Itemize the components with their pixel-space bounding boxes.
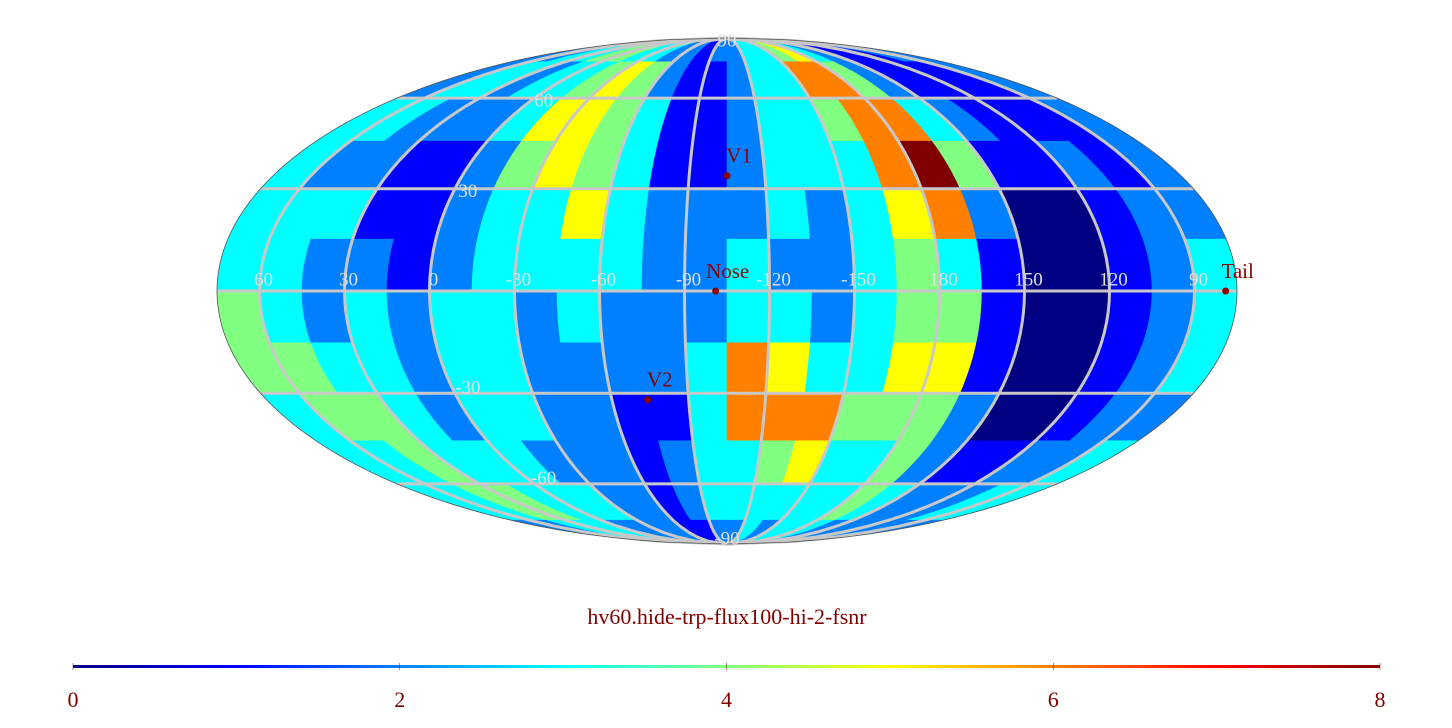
marker-label: Tail <box>1221 259 1254 283</box>
heat-cell <box>765 188 811 240</box>
heat-cell <box>471 290 520 344</box>
lon-tick-label: 180 <box>929 269 958 290</box>
heat-cell <box>685 342 728 394</box>
map-outline <box>216 37 1238 545</box>
marker <box>1222 287 1230 295</box>
lon-tick-label: -150 <box>841 269 876 290</box>
lon-tick-label: 30 <box>339 269 358 290</box>
lon-tick-label: 120 <box>1099 269 1128 290</box>
colorbar-tick-label: 0 <box>68 687 79 712</box>
marker-label: Nose <box>706 259 749 283</box>
marker-label: V1 <box>726 144 752 168</box>
heat-cell <box>643 188 689 240</box>
heat-cell <box>599 290 645 344</box>
heat-cell <box>429 290 478 344</box>
marker-label: V2 <box>647 368 673 392</box>
marker <box>712 287 720 295</box>
heat-cell <box>893 290 940 344</box>
lat-tick-label: 30 <box>458 181 477 202</box>
heat-cell <box>687 392 728 442</box>
lon-tick-label: -90 <box>676 269 701 290</box>
lon-tick-label: 60 <box>254 269 273 290</box>
lon-tick-label: -30 <box>506 269 531 290</box>
marker <box>644 396 652 404</box>
heat-cell <box>687 140 728 190</box>
colorbar-tick-label: 2 <box>394 687 405 712</box>
lat-tick-label: -90 <box>714 528 739 549</box>
colorbar-tick-label: 8 <box>1375 687 1386 712</box>
heat-cell <box>514 290 561 344</box>
heat-cell <box>976 290 1025 344</box>
map-labels: 60 30 0 -30 -60 -90 -120 -150 180 150 120 90 90 60 30 -… <box>254 30 1254 549</box>
lat-tick-label: 90 <box>718 30 737 51</box>
map-grid <box>216 36 1238 546</box>
heat-cell <box>556 290 603 344</box>
chart-title: hv60.hide-trp-flux100-hi-2-fsnr <box>587 604 867 629</box>
heat-cell <box>726 342 769 394</box>
lon-tick-label: 0 <box>429 269 439 290</box>
heat-cell <box>851 290 898 344</box>
heat-cell <box>726 392 767 442</box>
heat-cell <box>685 188 728 240</box>
heat-cell <box>641 290 686 344</box>
lon-tick-label: 150 <box>1014 269 1043 290</box>
heat-cell <box>684 290 728 344</box>
lat-tick-label: -30 <box>455 378 480 399</box>
colorbar-tick-label: 4 <box>721 687 732 712</box>
heat-cell <box>768 290 813 344</box>
lat-tick-label: -60 <box>531 468 556 489</box>
heat-cell <box>934 290 983 344</box>
marker <box>723 172 731 180</box>
colorbar-tick-label: 6 <box>1048 687 1059 712</box>
heat-cell <box>726 188 769 240</box>
lat-tick-label: 60 <box>534 90 553 111</box>
heat-cell <box>726 290 770 344</box>
lon-tick-label: 90 <box>1189 269 1208 290</box>
lon-tick-label: -120 <box>756 269 791 290</box>
heat-cell <box>809 290 855 344</box>
heat-cell <box>765 342 811 394</box>
lon-tick-label: -60 <box>591 269 616 290</box>
